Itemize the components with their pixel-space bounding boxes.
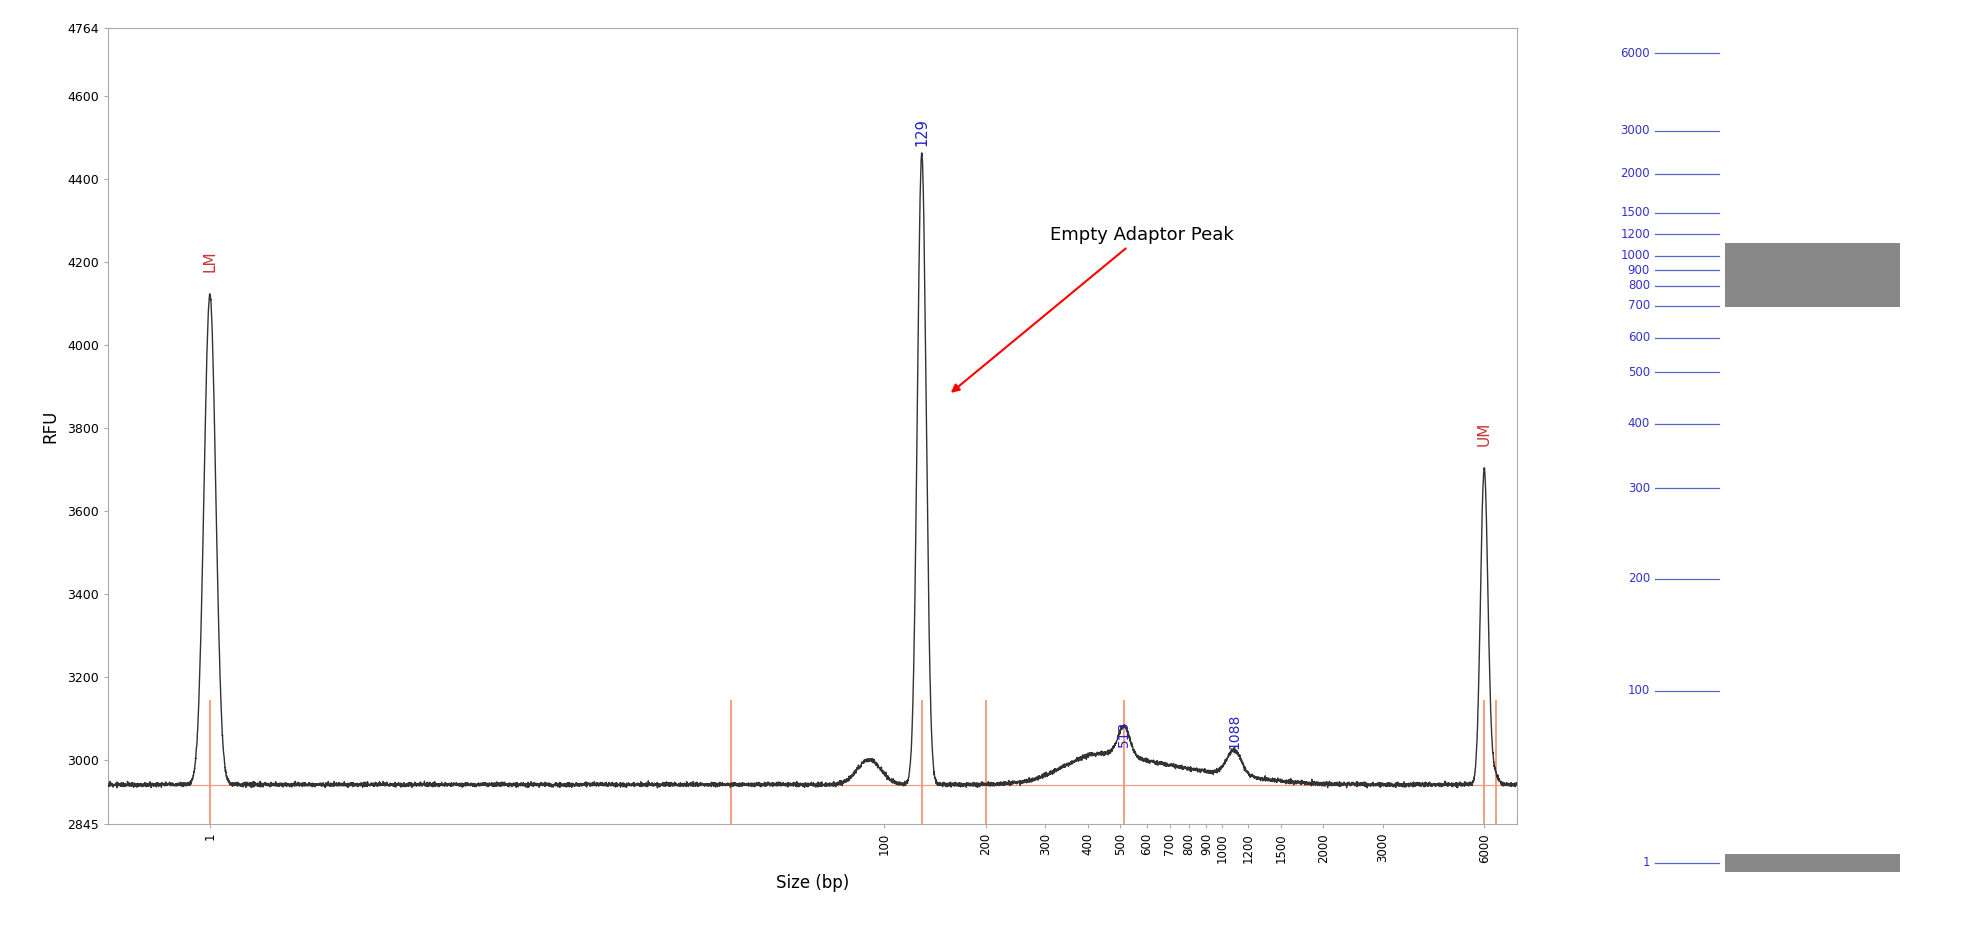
Text: 800: 800 [1627,279,1651,292]
Text: LM: LM [203,250,217,272]
Bar [1724,243,1899,307]
Bar [1724,855,1899,871]
Text: 600: 600 [1627,331,1651,344]
Text: 300: 300 [1627,482,1651,494]
Text: 500: 500 [1627,366,1651,379]
Text: Empty Adaptor Peak: Empty Adaptor Peak [953,226,1233,391]
Text: 6000: 6000 [1621,47,1651,60]
Text: 2000: 2000 [1621,168,1651,181]
Text: 3000: 3000 [1621,125,1651,138]
Text: 513: 513 [1117,721,1131,748]
Y-axis label: RFU: RFU [41,410,59,442]
Text: 900: 900 [1627,263,1651,277]
Text: 1500: 1500 [1621,207,1651,219]
Text: UM: UM [1478,422,1491,447]
Text: 100: 100 [1627,684,1651,697]
Text: 700: 700 [1627,299,1651,312]
Text: 1200: 1200 [1619,228,1651,241]
Text: 129: 129 [914,118,930,146]
Text: 1: 1 [1643,857,1651,870]
Text: 1088: 1088 [1227,714,1241,749]
Text: 1000: 1000 [1621,250,1651,263]
X-axis label: Size (bp): Size (bp) [776,874,849,892]
Text: 400: 400 [1627,417,1651,430]
Text: 200: 200 [1627,573,1651,586]
